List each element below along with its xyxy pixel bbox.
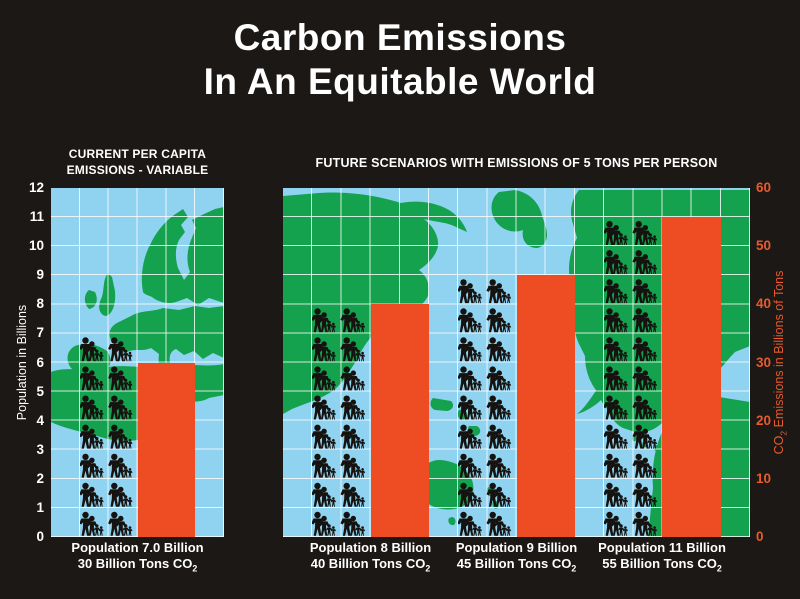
population-pictogram-7-billion (79, 337, 133, 536)
co2-bar-30-billion-tons (137, 362, 196, 537)
population-tick-11: 11 (29, 209, 44, 225)
population-pictogram-9-billion (458, 279, 512, 536)
population-tick-5: 5 (36, 383, 44, 399)
co2-tick-60: 60 (756, 180, 772, 195)
co2-axis-title-subscript: 2 (778, 430, 789, 436)
population-tick-6: 6 (36, 354, 44, 370)
population-pictogram-8-billion (312, 308, 366, 536)
caption-7-billion-population: Population 7.0 Billion (71, 540, 204, 555)
current-emissions-panel (51, 188, 224, 537)
chart-title-line2: In An Equitable World (203, 61, 597, 103)
left-panel-heading-line1: CURRENT PER CAPITA (68, 147, 207, 161)
left-panel-heading: CURRENT PER CAPITA EMISSIONS - VARIABLE (31, 147, 244, 179)
co2-tick-40: 40 (756, 296, 772, 312)
co2-tick-10: 10 (756, 470, 772, 486)
population-tick-7: 7 (36, 325, 44, 341)
chart-title-line1: Carbon Emissions (233, 17, 567, 58)
right-panel-heading: FUTURE SCENARIOS WITH EMISSIONS OF 5 TON… (315, 156, 718, 170)
caption-9-billion-co2: 45 Billion Tons CO2 (456, 555, 577, 574)
caption-7-billion: Population 7.0 Billion 30 Billion Tons C… (38, 540, 238, 574)
population-tick-0: 0 (36, 529, 44, 544)
co2-bar-55-billion-tons (662, 217, 721, 537)
caption-8-billion: Population 8 Billion 40 Billion Tons CO2 (271, 540, 471, 574)
co2-bar-45-billion-tons (516, 275, 575, 537)
caption-11-billion: Population 11 Billion 55 Billion Tons CO… (562, 540, 762, 574)
co2-tick-0: 0 (756, 529, 764, 544)
population-tick-10: 10 (28, 238, 44, 254)
co2-tick-30: 30 (756, 354, 772, 370)
co2-tick-50: 50 (756, 238, 772, 254)
co2-tick-20: 20 (756, 412, 772, 428)
caption-11-billion-co2: 55 Billion Tons CO2 (602, 555, 722, 574)
caption-7-billion-co2: 30 Billion Tons CO2 (77, 555, 198, 574)
caption-8-billion-population: Population 8 Billion (309, 540, 432, 555)
caption-8-billion-co2: 40 Billion Tons CO2 (310, 555, 431, 574)
left-panel-heading-line2: EMISSIONS - VARIABLE (66, 162, 209, 177)
population-tick-3: 3 (36, 441, 44, 457)
caption-9-billion: Population 9 Billion 45 Billion Tons CO2 (417, 540, 617, 574)
co2-axis-title-suffix: Emissions in Billions of Tons (772, 270, 786, 431)
population-tick-12: 12 (28, 180, 44, 195)
caption-9-billion-population: Population 9 Billion (455, 540, 578, 555)
co2-bar-40-billion-tons (370, 304, 429, 537)
population-tick-2: 2 (36, 470, 44, 486)
co2-axis-title-prefix: CO (772, 435, 786, 455)
population-tick-4: 4 (36, 412, 44, 428)
population-tick-8: 8 (36, 296, 44, 312)
population-tick-9: 9 (36, 267, 44, 283)
caption-11-billion-population: Population 11 Billion (598, 540, 726, 555)
population-tick-1: 1 (36, 499, 44, 515)
chart-title: Carbon Emissions In An Equitable World (0, 16, 800, 105)
future-scenarios-panel (283, 188, 750, 537)
population-pictogram-11-billion (604, 221, 658, 536)
